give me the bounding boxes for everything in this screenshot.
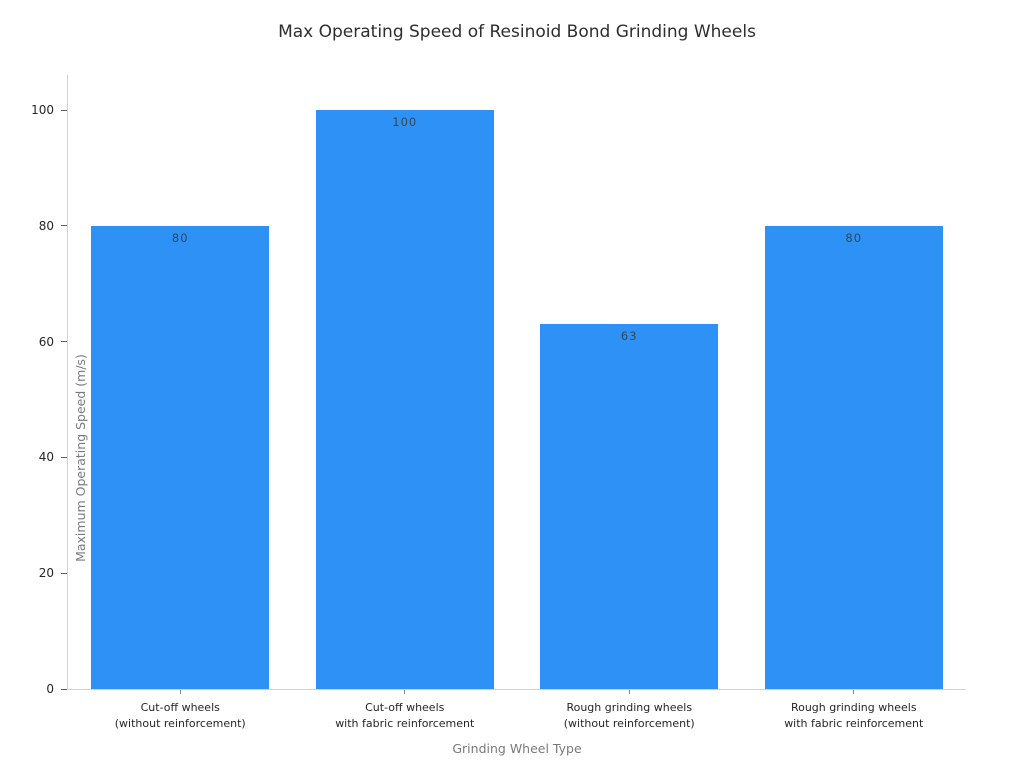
bar-value-label: 63: [620, 329, 638, 344]
x-tick-mark: [179, 690, 181, 694]
chart-title: Max Operating Speed of Resinoid Bond Gri…: [278, 22, 756, 42]
bar: 80: [91, 225, 270, 689]
y-tick-mark: [61, 341, 67, 343]
y-tick-label: 0: [46, 682, 54, 696]
bar-value-label: 80: [845, 230, 863, 245]
bar-value-label: 100: [392, 115, 418, 129]
y-tick-mark: [61, 109, 67, 111]
x-tick-mark: [628, 690, 630, 694]
y-tick-label: 100: [31, 103, 54, 117]
y-tick-mark: [61, 572, 67, 574]
y-tick-label: 20: [38, 566, 54, 581]
x-category-label: Rough grinding wheels with fabric reinfo…: [784, 701, 924, 730]
y-axis-title: Maximum Operating Speed (m/s): [73, 354, 88, 562]
x-axis-title: Grinding Wheel Type: [452, 741, 582, 756]
x-category-label: Cut-off wheels (without reinforcement): [114, 701, 246, 730]
y-tick-mark: [61, 225, 67, 227]
bar: 100: [315, 110, 494, 689]
x-tick-mark: [853, 690, 855, 694]
plot-area: Maximum Operating Speed (m/s) 0 20 40 60 80 1…: [31, 75, 966, 730]
x-tick-mark: [404, 690, 406, 694]
x-axis-spine: [67, 689, 966, 690]
y-tick-label: 40: [38, 450, 54, 465]
y-tick-mark: [61, 456, 67, 458]
bar: 80: [764, 225, 943, 689]
bar: 63: [540, 324, 719, 689]
y-tick-label: 80: [38, 218, 54, 233]
x-category-label: Rough grinding wheels (without reinforce…: [563, 701, 695, 730]
y-tick-label: 60: [38, 334, 54, 349]
bar-value-label: 80: [171, 230, 189, 245]
y-axis-spine: [67, 75, 68, 690]
y-tick-mark: [61, 688, 67, 690]
x-category-label: Cut-off wheels with fabric reinforcement: [335, 701, 475, 730]
